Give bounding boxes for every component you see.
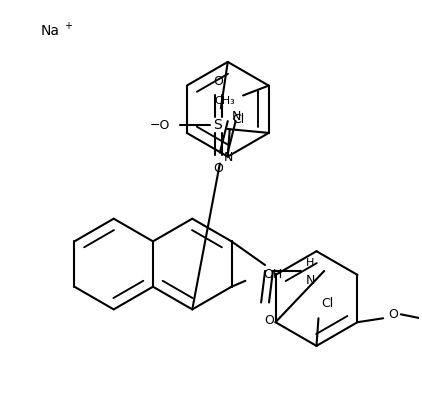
- Text: OH: OH: [263, 268, 282, 281]
- Text: +: +: [64, 20, 72, 30]
- Text: Na: Na: [41, 24, 60, 39]
- Text: −O: −O: [150, 119, 170, 132]
- Text: O: O: [388, 308, 398, 321]
- Text: N: N: [232, 110, 241, 123]
- Text: O: O: [214, 162, 223, 175]
- Text: N: N: [224, 151, 233, 164]
- Text: Cl: Cl: [233, 113, 245, 126]
- Text: CH₃: CH₃: [214, 97, 235, 106]
- Text: Cl: Cl: [322, 297, 334, 310]
- Text: S: S: [213, 118, 222, 132]
- Text: O: O: [214, 74, 223, 87]
- Text: N: N: [306, 274, 315, 287]
- Text: O: O: [264, 314, 274, 327]
- Text: H: H: [306, 258, 315, 268]
